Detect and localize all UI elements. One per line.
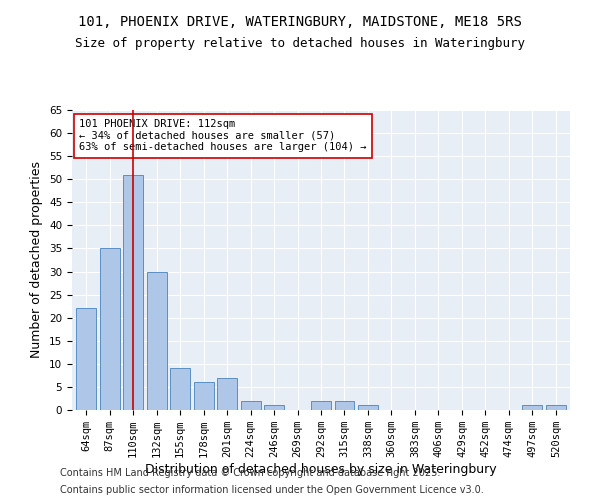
Bar [546, 406, 566, 410]
X-axis label: Distribution of detached houses by size in Wateringbury: Distribution of detached houses by size … [145, 463, 497, 476]
Bar [217, 378, 237, 410]
Bar [194, 382, 214, 410]
Bar [170, 368, 190, 410]
Y-axis label: Number of detached properties: Number of detached properties [31, 162, 43, 358]
Text: 101, PHOENIX DRIVE, WATERINGBURY, MAIDSTONE, ME18 5RS: 101, PHOENIX DRIVE, WATERINGBURY, MAIDST… [78, 15, 522, 29]
Text: Contains HM Land Registry data © Crown copyright and database right 2025.: Contains HM Land Registry data © Crown c… [60, 468, 440, 477]
Bar [335, 401, 355, 410]
Bar [123, 174, 143, 410]
Bar [523, 406, 542, 410]
Text: Size of property relative to detached houses in Wateringbury: Size of property relative to detached ho… [75, 38, 525, 51]
Text: Contains public sector information licensed under the Open Government Licence v3: Contains public sector information licen… [60, 485, 484, 495]
Bar [311, 401, 331, 410]
Bar [76, 308, 96, 410]
Bar [241, 401, 260, 410]
Text: 101 PHOENIX DRIVE: 112sqm
← 34% of detached houses are smaller (57)
63% of semi-: 101 PHOENIX DRIVE: 112sqm ← 34% of detac… [79, 119, 367, 152]
Bar [358, 406, 378, 410]
Bar [264, 406, 284, 410]
Bar [146, 272, 167, 410]
Bar [100, 248, 119, 410]
